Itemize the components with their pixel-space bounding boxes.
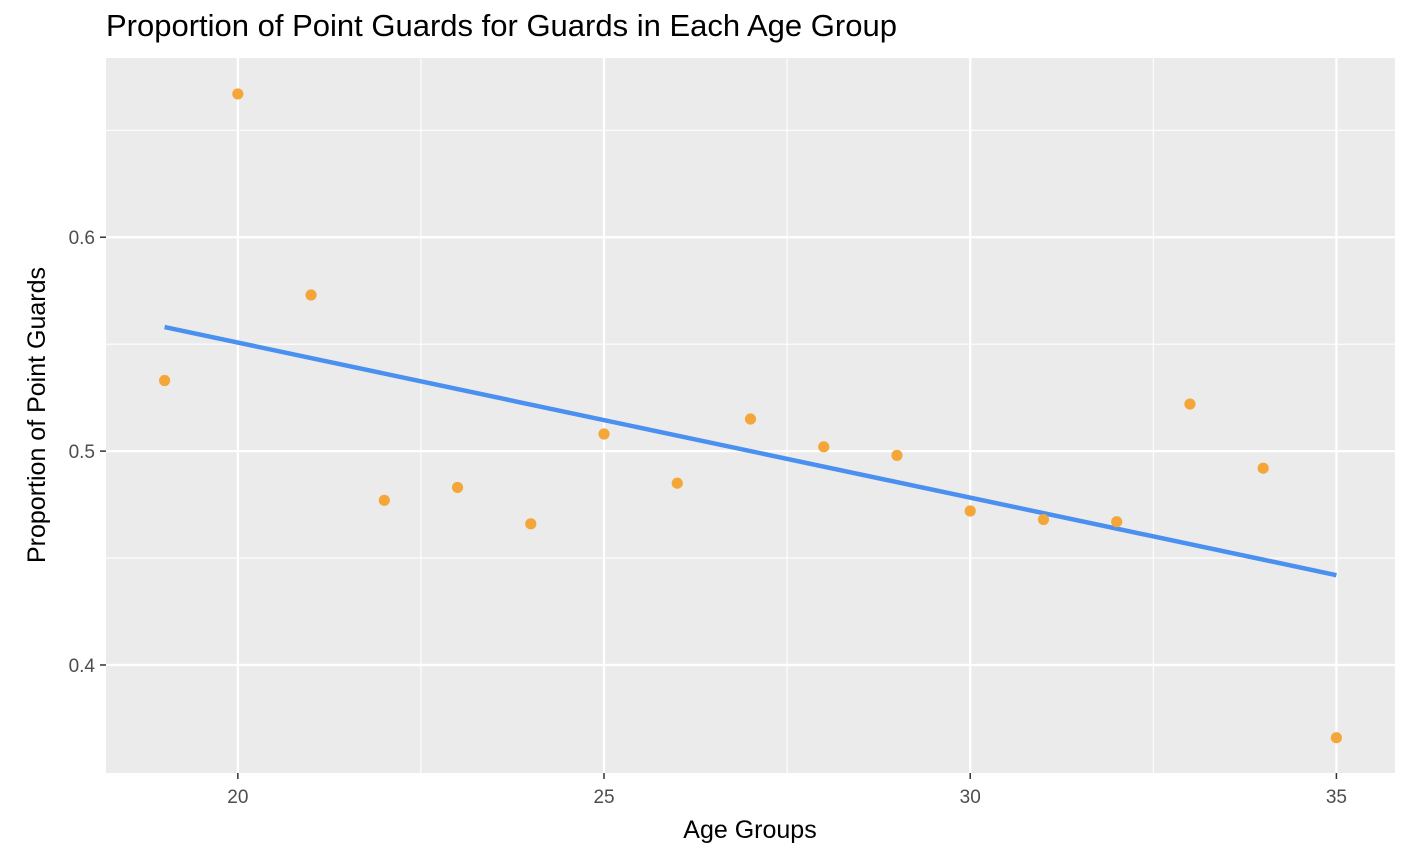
x-tick-label: 35 — [1326, 787, 1347, 808]
points-layer — [158, 88, 1343, 744]
data-point — [232, 88, 244, 100]
y-tick-label: 0.6 — [69, 228, 95, 249]
data-point — [305, 289, 317, 301]
data-point — [598, 428, 610, 440]
y-axis-title: Proportion of Point Guards — [23, 267, 51, 563]
grid-minor — [106, 58, 1395, 773]
trend-layer — [164, 324, 1337, 578]
x-tick-label: 30 — [960, 787, 981, 808]
data-point — [1111, 516, 1123, 528]
data-point — [744, 413, 757, 425]
y-axis: 0.4 0.5 0.6 — [69, 228, 106, 677]
data-point — [1257, 462, 1269, 474]
y-tick-label: 0.5 — [69, 442, 95, 463]
data-point — [1330, 732, 1343, 744]
data-point — [891, 449, 903, 461]
x-tick-label: 25 — [593, 787, 614, 808]
data-point — [818, 441, 830, 453]
grid-major — [106, 58, 1395, 773]
data-point — [964, 505, 976, 517]
chart-title: Proportion of Point Guards for Guards in… — [106, 8, 897, 43]
data-point — [671, 477, 683, 489]
y-tick-label: 0.4 — [69, 656, 96, 677]
x-axis-title: Age Groups — [683, 816, 816, 844]
data-point — [378, 494, 390, 506]
data-point — [451, 481, 464, 494]
data-point — [1184, 398, 1196, 410]
data-point — [1037, 513, 1050, 526]
data-point — [525, 518, 537, 530]
data-point — [158, 374, 171, 387]
trend-line — [164, 324, 1337, 578]
x-tick-label: 20 — [227, 787, 248, 808]
x-axis: 20 25 30 35 — [227, 773, 1347, 808]
